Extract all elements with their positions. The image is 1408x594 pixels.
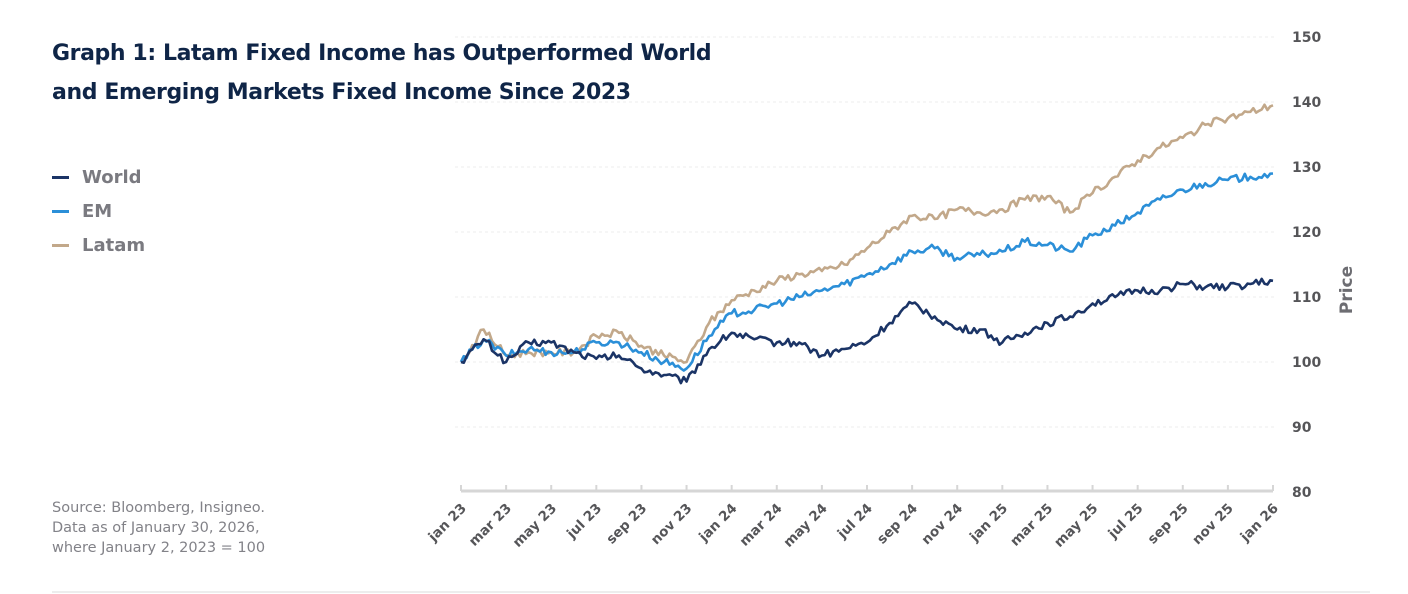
bottom-divider [52, 591, 1370, 593]
y-axis-label: Price [1337, 266, 1357, 314]
gridlines [455, 36, 1275, 428]
x-tick-label: may 23 [510, 501, 560, 551]
legend-swatch-world [52, 175, 69, 179]
x-tick-label: jan 24 [695, 501, 740, 546]
x-tick-label: jul 25 [1105, 501, 1147, 543]
source-note: Source: Bloomberg, Insigneo. Data as of … [52, 498, 265, 558]
x-tick-label: jan 23 [425, 501, 470, 546]
y-tick-label: 120 [1292, 225, 1321, 241]
y-tick-label: 150 [1292, 30, 1321, 46]
x-tick-label: jan 25 [966, 501, 1011, 546]
x-tick-label: sep 23 [603, 501, 650, 548]
legend: World EM Latam [52, 160, 145, 262]
legend-swatch-em [52, 209, 69, 213]
legend-item-world: World [52, 160, 145, 194]
legend-label-em: EM [82, 200, 113, 222]
y-tick-label: 130 [1292, 160, 1321, 176]
x-tick-label: nov 23 [648, 501, 696, 549]
x-tick-label: jan 26 [1237, 501, 1282, 546]
series-line-world [460, 277, 1274, 385]
chart-title-line-1: Graph 1: Latam Fixed Income has Outperfo… [52, 41, 712, 66]
x-tick-label: jul 24 [834, 501, 876, 543]
x-tick-label: mar 24 [737, 501, 786, 550]
source-line-3: where January 2, 2023 = 100 [52, 540, 266, 556]
y-axis: 80 90 100 110 120 130 140 150 [1292, 30, 1321, 501]
x-tick-label: sep 25 [1145, 501, 1192, 548]
legend-item-latam: Latam [52, 228, 145, 262]
series-line-em [459, 172, 1274, 372]
chart-title: Graph 1: Latam Fixed Income has Outperfo… [52, 34, 772, 112]
y-tick-label: 110 [1292, 290, 1321, 306]
series-lines [459, 103, 1274, 385]
x-tick-label: nov 24 [919, 501, 967, 549]
x-tick-label: may 25 [1051, 501, 1101, 551]
series-line-latam [459, 103, 1274, 364]
x-tick-label: may 24 [780, 501, 830, 551]
chart-title-line-2: and Emerging Markets Fixed Income Since … [52, 80, 631, 105]
legend-item-em: EM [52, 194, 145, 228]
legend-swatch-latam [52, 243, 69, 247]
source-line-2: Data as of January 30, 2026, [52, 520, 260, 536]
y-tick-label: 90 [1292, 420, 1312, 436]
x-tick-label: jul 23 [563, 501, 605, 543]
x-tick-label: mar 23 [466, 501, 515, 550]
x-tick-label: mar 25 [1007, 501, 1056, 550]
source-line-1: Source: Bloomberg, Insigneo. [52, 500, 265, 516]
y-tick-label: 140 [1292, 95, 1321, 111]
y-tick-label: 100 [1292, 355, 1321, 371]
legend-label-world: World [82, 166, 142, 188]
x-tick-label: sep 24 [874, 501, 921, 548]
x-tick-label: nov 25 [1189, 501, 1237, 549]
legend-label-latam: Latam [82, 234, 146, 256]
y-tick-label: 80 [1292, 485, 1312, 501]
